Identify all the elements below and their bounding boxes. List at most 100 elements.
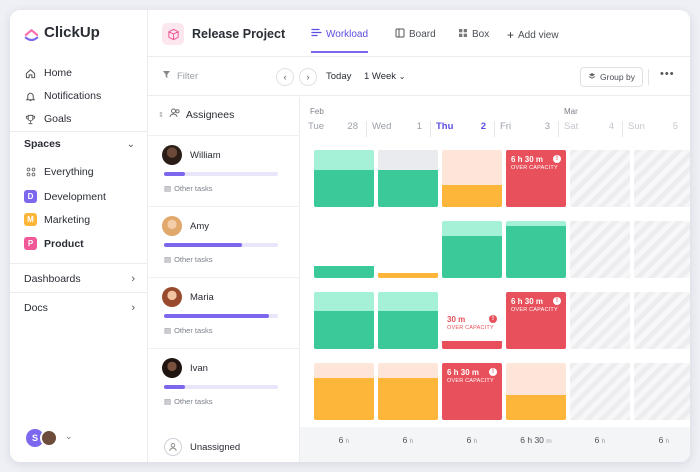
tab-workload[interactable]: Workload bbox=[311, 28, 369, 53]
unassigned-row[interactable]: Unassigned bbox=[164, 438, 240, 456]
other-tasks-link[interactable]: ▤ Other tasks bbox=[164, 184, 212, 193]
space-marketing[interactable]: M Marketing bbox=[24, 213, 90, 226]
info-icon[interactable]: ! bbox=[553, 155, 561, 163]
other-tasks-label: Other tasks bbox=[174, 184, 213, 193]
space-everything[interactable]: Everything bbox=[24, 165, 94, 178]
day-name: Sat bbox=[564, 121, 579, 132]
day-total-value: 6 bbox=[658, 435, 664, 445]
day-header[interactable]: Sun 5 bbox=[622, 121, 686, 137]
day-total-value: 6 bbox=[594, 435, 600, 445]
over-capacity-label: 6 h 30 m OVER CAPACITY bbox=[447, 368, 494, 385]
workload-cell[interactable] bbox=[442, 221, 502, 278]
workload-cell[interactable] bbox=[378, 292, 438, 349]
workload-cell-over-capacity[interactable]: 6 h 30 m OVER CAPACITY ! bbox=[442, 363, 502, 420]
space-badge: D bbox=[24, 190, 37, 203]
other-tasks-link[interactable]: ▤ Other tasks bbox=[164, 397, 212, 406]
space-development-label: Development bbox=[44, 190, 106, 203]
nav-docs[interactable]: Docs bbox=[24, 302, 48, 314]
day-total-unit: h bbox=[409, 438, 414, 445]
tab-box[interactable]: Box bbox=[458, 28, 489, 41]
filter-button[interactable]: Filter bbox=[162, 70, 198, 82]
board-icon bbox=[395, 28, 405, 41]
chevron-right-icon[interactable]: › bbox=[131, 273, 135, 285]
nav-notifications[interactable]: Notifications bbox=[24, 90, 101, 102]
space-product[interactable]: P Product bbox=[24, 237, 84, 250]
space-development[interactable]: D Development bbox=[24, 190, 106, 203]
toolbar: Filter ‹ › Today 1 Week ⌄ Group by ••• bbox=[148, 58, 690, 96]
toolbar-divider bbox=[648, 69, 649, 85]
user-avatar[interactable]: S bbox=[26, 429, 44, 447]
assignee-row[interactable]: Ivan ▤ Other tasks bbox=[148, 348, 300, 418]
add-view-button[interactable]: + Add view bbox=[507, 28, 559, 42]
day-date: 5 bbox=[672, 121, 678, 132]
workload-cell[interactable] bbox=[506, 221, 566, 278]
user-icon bbox=[164, 438, 182, 456]
workload-cell-over-capacity[interactable]: 6 h 30 m OVER CAPACITY ! bbox=[506, 150, 566, 207]
clickup-logo[interactable]: ClickUp bbox=[24, 24, 100, 41]
nav-docs-label: Docs bbox=[24, 302, 48, 314]
tab-board-label: Board bbox=[409, 29, 436, 40]
over-capacity-text: OVER CAPACITY bbox=[511, 165, 558, 171]
spaces-heading[interactable]: Spaces bbox=[24, 138, 61, 150]
assignee-row[interactable]: Amy ▤ Other tasks bbox=[148, 206, 300, 276]
workload-cell[interactable] bbox=[506, 363, 566, 420]
space-product-label: Product bbox=[44, 237, 84, 250]
assignee-row[interactable]: Maria ▤ Other tasks bbox=[148, 277, 300, 347]
next-button[interactable]: › bbox=[299, 68, 317, 86]
more-options-icon[interactable]: ••• bbox=[660, 68, 675, 80]
app-name: ClickUp bbox=[44, 24, 100, 41]
app-window: ClickUp Home Notifications Goals Spaces … bbox=[10, 10, 690, 462]
nav-goals[interactable]: Goals bbox=[24, 113, 71, 125]
prev-button[interactable]: ‹ bbox=[276, 68, 294, 86]
cube-icon bbox=[162, 23, 184, 45]
capacity-bar bbox=[164, 385, 278, 389]
workload-cell[interactable] bbox=[378, 363, 438, 420]
column-divider bbox=[430, 121, 431, 137]
day-header[interactable]: Wed 1 bbox=[366, 121, 430, 137]
user-avatar-secondary[interactable] bbox=[40, 429, 58, 447]
weekend-cell bbox=[570, 292, 630, 349]
workload-cell[interactable] bbox=[314, 363, 374, 420]
list-icon: ▤ bbox=[164, 255, 172, 264]
day-total-unit: h bbox=[473, 438, 478, 445]
day-date: 2 bbox=[480, 121, 486, 132]
info-icon[interactable]: ! bbox=[489, 315, 497, 323]
info-icon[interactable]: ! bbox=[553, 297, 561, 305]
range-select[interactable]: 1 Week ⌄ bbox=[364, 71, 405, 82]
day-header[interactable]: Sat 4 bbox=[558, 121, 622, 137]
day-header-today[interactable]: Thu 2 bbox=[430, 121, 494, 137]
over-capacity-text: OVER CAPACITY bbox=[447, 378, 494, 384]
over-capacity-text: OVER CAPACITY bbox=[447, 325, 494, 331]
tab-board[interactable]: Board bbox=[395, 28, 436, 41]
group-by-button[interactable]: Group by bbox=[580, 67, 643, 87]
workload-cell[interactable] bbox=[378, 221, 438, 278]
other-tasks-link[interactable]: ▤ Other tasks bbox=[164, 326, 212, 335]
workload-cell[interactable] bbox=[314, 221, 374, 278]
space-badge: P bbox=[24, 237, 37, 250]
day-header[interactable]: Tue 28 bbox=[302, 121, 366, 137]
info-icon[interactable]: ! bbox=[489, 368, 497, 376]
assignee-row[interactable]: William ▤ Other tasks bbox=[148, 135, 300, 205]
nav-home[interactable]: Home bbox=[24, 67, 72, 79]
plus-icon: + bbox=[507, 28, 515, 42]
assignees-header[interactable]: ⇕ Assignees bbox=[158, 108, 234, 121]
workload-cell[interactable] bbox=[378, 150, 438, 207]
bell-icon bbox=[24, 90, 36, 102]
day-total-value: 6 bbox=[338, 435, 344, 445]
over-capacity-time: 6 h 30 m bbox=[511, 155, 544, 164]
sidebar-divider bbox=[10, 263, 148, 264]
chevron-right-icon[interactable]: › bbox=[131, 302, 135, 314]
workload-cell[interactable] bbox=[314, 150, 374, 207]
group-by-label: Group by bbox=[600, 72, 635, 82]
other-tasks-link[interactable]: ▤ Other tasks bbox=[164, 255, 212, 264]
nav-dashboards[interactable]: Dashboards bbox=[24, 273, 81, 285]
workload-cell-over-capacity[interactable]: 30 m OVER CAPACITY ! bbox=[442, 292, 502, 349]
day-header[interactable]: Fri 3 bbox=[494, 121, 558, 137]
workload-cell[interactable] bbox=[442, 150, 502, 207]
workload-cell[interactable] bbox=[314, 292, 374, 349]
over-capacity-label: 6 h 30 m OVER CAPACITY bbox=[511, 297, 558, 314]
workload-cell-over-capacity[interactable]: 6 h 30 m OVER CAPACITY ! bbox=[506, 292, 566, 349]
today-button[interactable]: Today bbox=[326, 71, 352, 82]
chevron-down-icon[interactable]: ⌄ bbox=[65, 431, 73, 441]
chevron-down-icon[interactable]: ⌄ bbox=[126, 139, 135, 150]
